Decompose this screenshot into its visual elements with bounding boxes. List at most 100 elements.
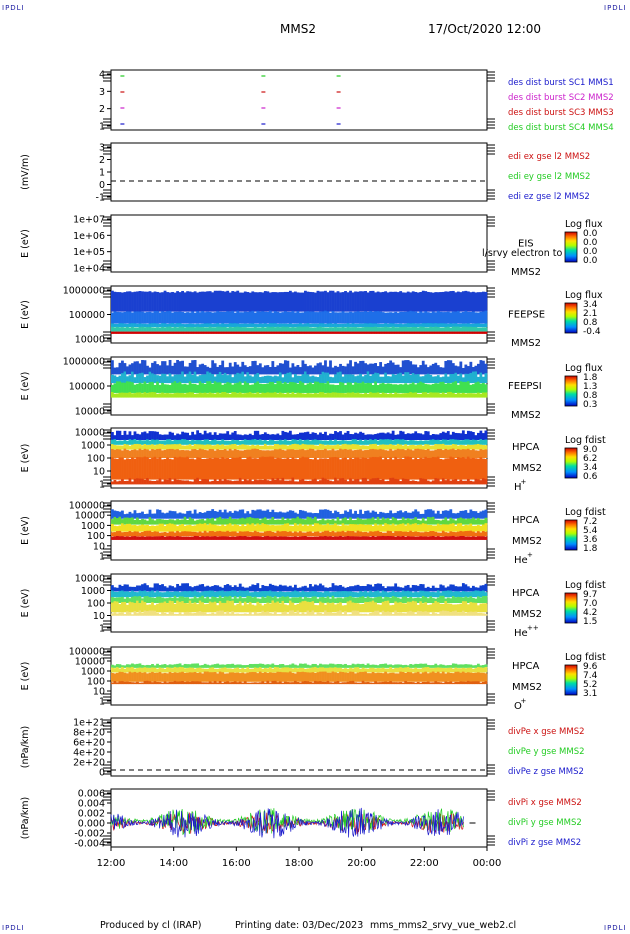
spectrogram-cell — [263, 524, 267, 532]
spectrogram-cell — [311, 311, 315, 324]
spectrogram-cell — [369, 597, 372, 603]
spectrogram-cell — [306, 536, 310, 540]
spectrogram-cell — [444, 291, 448, 312]
spectrogram-cell — [276, 512, 280, 519]
charge-label: + — [521, 697, 527, 705]
spectrogram-cell — [231, 682, 235, 685]
spectrogram-cell — [233, 605, 237, 613]
spectrogram-cell — [186, 456, 190, 480]
spectrogram-cell — [133, 327, 137, 332]
spectrogram-cell — [118, 668, 122, 673]
spectrogram-cell — [419, 590, 423, 598]
spectrogram-cell — [389, 331, 393, 334]
spectrogram-cell — [399, 311, 403, 324]
spectrogram-cell — [206, 590, 210, 598]
spectrogram-cell — [324, 431, 327, 440]
spectrogram-cell — [166, 524, 169, 532]
spectrogram-cell — [166, 532, 169, 537]
spectrogram-cell — [464, 364, 468, 375]
spectrogram-cell — [268, 292, 272, 312]
spectrogram-cell — [148, 431, 152, 440]
spectrogram-cell — [206, 323, 210, 328]
spacecraft-label: MMS2 — [511, 267, 541, 278]
spectrogram-cell — [459, 393, 463, 398]
spectrogram-cell — [176, 327, 179, 332]
spectrogram-cell — [461, 531, 465, 537]
spectrogram-cell — [186, 291, 190, 312]
spectrogram-cell — [419, 682, 423, 685]
colorbar-title: Log flux — [565, 219, 603, 230]
spectrogram-cell — [221, 536, 225, 540]
spectrogram-cell — [466, 586, 470, 592]
spectrogram-cell — [206, 331, 210, 334]
spectrogram-cell — [166, 324, 169, 328]
spectrogram-cell — [299, 331, 302, 334]
spectrogram-cell — [201, 673, 205, 682]
spectrogram-cell — [429, 517, 433, 525]
spectrogram-cell — [263, 291, 267, 312]
spectrogram-cell — [226, 457, 230, 480]
spectrogram-cell — [278, 480, 282, 485]
spectrogram-cell — [191, 383, 195, 393]
spectrogram-cell — [156, 393, 159, 398]
spectrogram-cell — [359, 323, 362, 328]
spectrogram-cell — [223, 667, 227, 673]
spectrogram-cell — [278, 381, 282, 393]
spectrogram-cell — [263, 672, 267, 682]
spectrogram-cell — [266, 365, 270, 375]
spectrogram-cell — [371, 363, 375, 375]
spectrogram-cell — [141, 291, 144, 312]
spectrogram-cell — [374, 311, 378, 324]
spectrogram-cell — [461, 667, 465, 673]
spectrogram-cell — [121, 327, 124, 332]
spectrogram-cell — [206, 458, 210, 480]
spectrogram-cell — [421, 603, 425, 613]
spectrogram-cell — [481, 311, 485, 324]
spectrogram-cell — [268, 613, 272, 616]
colorbar — [564, 302, 578, 334]
spectrogram-cell — [191, 518, 195, 525]
spectrogram-cell — [276, 393, 280, 398]
spectrogram-cell — [266, 672, 270, 682]
spectrogram-cell — [341, 434, 345, 440]
spectrogram-cell — [181, 431, 184, 440]
y-tick-label: 10000 — [75, 657, 105, 668]
spectrogram-cell — [374, 381, 378, 393]
spectrogram-cell — [278, 372, 282, 384]
spectrogram-cell — [281, 458, 285, 480]
spectrogram-cell — [451, 373, 455, 384]
spectrogram-cell — [346, 530, 350, 537]
spectrogram-cell — [133, 384, 137, 393]
spectrogram-cell — [394, 512, 398, 519]
spectrogram-cell — [226, 530, 230, 537]
spectrogram-cell — [366, 601, 370, 613]
spectrogram-cell — [116, 449, 119, 458]
spectrogram-cell — [444, 673, 448, 682]
y-axis-label: E (eV) — [20, 589, 31, 618]
spectrogram-cell — [118, 604, 122, 613]
spectrogram-cell — [166, 519, 169, 525]
spectrogram-cell — [409, 591, 413, 598]
spectrogram-cell — [464, 536, 468, 540]
spectrogram-cell — [146, 326, 149, 332]
spectrogram-cell — [419, 291, 423, 312]
spectrogram-cell — [133, 671, 137, 682]
spectrogram-cell — [346, 323, 350, 328]
spectrogram-cell — [436, 439, 440, 445]
spectrogram-cell — [158, 375, 162, 384]
spectrogram-cell — [329, 667, 332, 673]
spectrogram-cell — [168, 597, 172, 603]
spectrogram-cell — [141, 383, 144, 393]
spectrogram-cell — [256, 682, 260, 685]
spectrogram-cell — [156, 596, 159, 603]
spectrogram-cell — [356, 363, 360, 375]
spectrogram-cell — [158, 312, 162, 324]
spectrogram-cell — [434, 392, 438, 398]
spectrogram-cell — [446, 586, 450, 592]
spectrogram-cell — [401, 536, 405, 540]
spectrogram-cell — [344, 672, 347, 682]
spectrogram-cell — [168, 667, 172, 673]
spectrogram-cell — [296, 292, 300, 312]
spectrogram-cell — [369, 310, 372, 324]
spectrogram-cell — [334, 604, 337, 613]
